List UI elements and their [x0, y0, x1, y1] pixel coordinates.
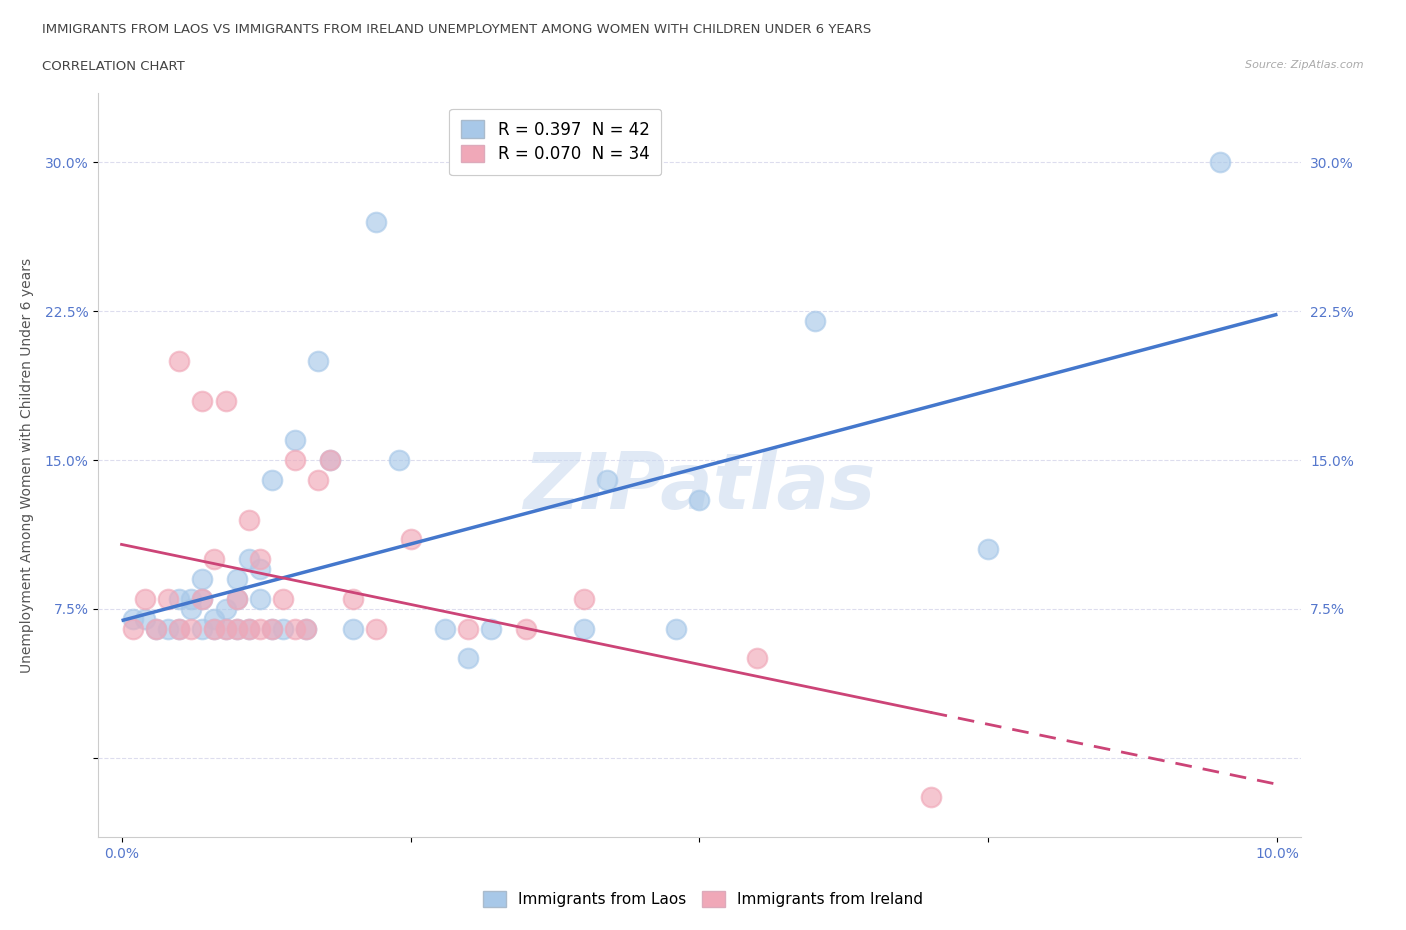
Point [238, 621, 260, 636]
Point [202, 551, 225, 566]
Point [214, 393, 236, 408]
Point [134, 611, 156, 626]
Point [260, 621, 283, 636]
Point [295, 621, 318, 636]
Point [156, 621, 179, 636]
Point [156, 591, 179, 606]
Point [122, 621, 145, 636]
Point [318, 453, 340, 468]
Point [307, 472, 329, 487]
Point [169, 353, 191, 368]
Point [977, 542, 1000, 557]
Point [238, 551, 260, 566]
Legend: Immigrants from Laos, Immigrants from Ireland: Immigrants from Laos, Immigrants from Ir… [477, 884, 929, 913]
Point [226, 591, 249, 606]
Point [134, 591, 156, 606]
Point [572, 591, 595, 606]
Point [214, 602, 236, 617]
Point [572, 621, 595, 636]
Point [180, 602, 202, 617]
Point [273, 591, 295, 606]
Point [284, 453, 307, 468]
Point [191, 572, 214, 587]
Legend: R = 0.397  N = 42, R = 0.070  N = 34: R = 0.397 N = 42, R = 0.070 N = 34 [450, 109, 661, 175]
Point [180, 621, 202, 636]
Point [214, 621, 236, 636]
Point [689, 492, 711, 507]
Point [238, 512, 260, 527]
Point [804, 313, 827, 328]
Point [238, 621, 260, 636]
Point [180, 591, 202, 606]
Point [249, 562, 271, 577]
Point [122, 611, 145, 626]
Point [284, 621, 307, 636]
Point [260, 621, 283, 636]
Point [226, 621, 249, 636]
Point [260, 472, 283, 487]
Point [249, 591, 271, 606]
Point [457, 621, 479, 636]
Point [191, 591, 214, 606]
Point [399, 532, 422, 547]
Point [481, 621, 503, 636]
Point [434, 621, 457, 636]
Point [202, 621, 225, 636]
Point [191, 393, 214, 408]
Point [747, 651, 769, 666]
Point [249, 621, 271, 636]
Point [388, 453, 411, 468]
Point [214, 621, 236, 636]
Point [342, 591, 364, 606]
Point [226, 591, 249, 606]
Text: Source: ZipAtlas.com: Source: ZipAtlas.com [1246, 60, 1364, 71]
Point [169, 591, 191, 606]
Point [226, 572, 249, 587]
Point [307, 353, 329, 368]
Text: IMMIGRANTS FROM LAOS VS IMMIGRANTS FROM IRELAND UNEMPLOYMENT AMONG WOMEN WITH CH: IMMIGRANTS FROM LAOS VS IMMIGRANTS FROM … [42, 23, 872, 36]
Text: ZIPatlas: ZIPatlas [523, 449, 876, 525]
Point [169, 621, 191, 636]
Point [295, 621, 318, 636]
Point [364, 621, 387, 636]
Point [364, 215, 387, 230]
Point [318, 453, 340, 468]
Point [249, 551, 271, 566]
Point [273, 621, 295, 636]
Point [515, 621, 537, 636]
Point [145, 621, 167, 636]
Point [920, 790, 942, 804]
Point [1208, 155, 1230, 170]
Point [169, 621, 191, 636]
Point [191, 591, 214, 606]
Point [226, 621, 249, 636]
Point [191, 621, 214, 636]
Point [202, 621, 225, 636]
Point [457, 651, 479, 666]
Text: CORRELATION CHART: CORRELATION CHART [42, 60, 186, 73]
Point [596, 472, 619, 487]
Point [342, 621, 364, 636]
Point [145, 621, 167, 636]
Y-axis label: Unemployment Among Women with Children Under 6 years: Unemployment Among Women with Children U… [20, 258, 34, 672]
Point [665, 621, 688, 636]
Point [202, 611, 225, 626]
Point [284, 432, 307, 447]
